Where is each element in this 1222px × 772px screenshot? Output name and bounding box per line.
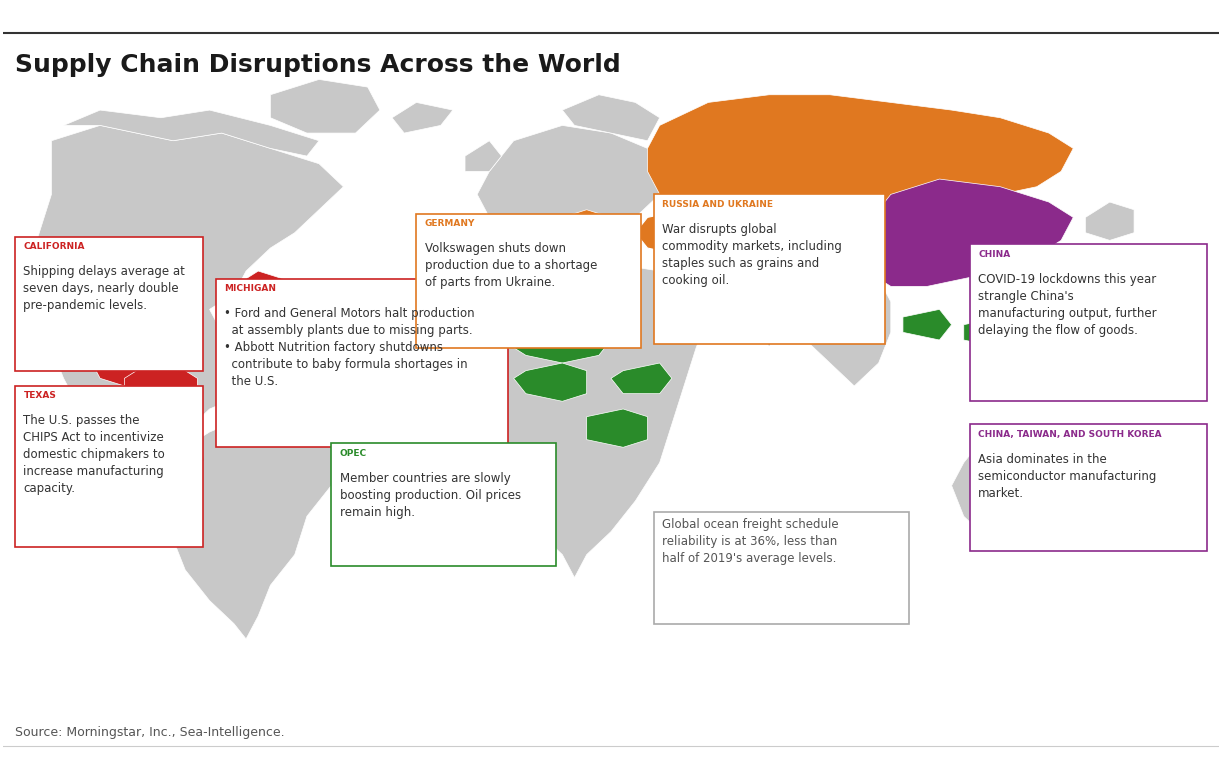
Polygon shape <box>466 256 709 577</box>
Polygon shape <box>1073 279 1110 310</box>
Polygon shape <box>952 432 1122 547</box>
FancyBboxPatch shape <box>331 443 556 566</box>
FancyBboxPatch shape <box>215 279 507 447</box>
Polygon shape <box>1024 317 1085 347</box>
Polygon shape <box>562 95 660 141</box>
Text: Source: Morningstar, Inc., Sea-Intelligence.: Source: Morningstar, Inc., Sea-Intellige… <box>15 726 285 739</box>
Polygon shape <box>233 271 282 302</box>
Polygon shape <box>513 363 587 401</box>
Text: COVID-19 lockdowns this year
strangle China's
manufacturing output, further
dela: COVID-19 lockdowns this year strangle Ch… <box>979 273 1157 337</box>
Text: War disrupts global
commodity markets, including
staples such as grains and
cook: War disrupts global commodity markets, i… <box>662 223 842 286</box>
Polygon shape <box>466 141 501 171</box>
Polygon shape <box>161 409 343 639</box>
Polygon shape <box>964 317 1024 347</box>
Text: GERMANY: GERMANY <box>425 219 475 228</box>
Text: Supply Chain Disruptions Across the World: Supply Chain Disruptions Across the Worl… <box>15 52 621 76</box>
Polygon shape <box>27 125 343 447</box>
FancyBboxPatch shape <box>970 244 1207 401</box>
Text: The U.S. passes the
CHIPS Act to incentivize
domestic chipmakers to
increase man: The U.S. passes the CHIPS Act to incenti… <box>23 415 165 496</box>
Polygon shape <box>501 317 611 363</box>
Text: Volkswagen shuts down
production due to a shortage
of parts from Ukraine.: Volkswagen shuts down production due to … <box>425 242 598 289</box>
Polygon shape <box>125 363 198 417</box>
Polygon shape <box>648 95 1073 232</box>
Text: OPEC: OPEC <box>340 449 367 458</box>
Text: CHINA: CHINA <box>979 249 1011 259</box>
FancyBboxPatch shape <box>970 425 1207 550</box>
Polygon shape <box>611 363 672 394</box>
Text: TEXAS: TEXAS <box>23 391 56 401</box>
FancyBboxPatch shape <box>15 386 204 547</box>
Polygon shape <box>270 80 380 133</box>
Polygon shape <box>1134 486 1171 516</box>
Polygon shape <box>64 110 319 156</box>
Polygon shape <box>635 210 744 256</box>
Polygon shape <box>88 310 161 386</box>
Polygon shape <box>854 179 1073 286</box>
Text: Member countries are slowly
boosting production. Oil prices
remain high.: Member countries are slowly boosting pro… <box>340 472 521 519</box>
FancyBboxPatch shape <box>654 513 909 624</box>
Polygon shape <box>1085 202 1134 240</box>
Polygon shape <box>697 286 781 333</box>
Text: Global ocean freight schedule
reliability is at 36%, less than
half of 2019's av: Global ocean freight schedule reliabilit… <box>662 518 838 565</box>
Polygon shape <box>587 409 648 447</box>
FancyBboxPatch shape <box>654 195 885 344</box>
Text: • Ford and General Motors halt production
  at assembly plants due to missing pa: • Ford and General Motors halt productio… <box>224 307 475 388</box>
Text: MICHIGAN: MICHIGAN <box>224 284 276 293</box>
Text: Asia dominates in the
semiconductor manufacturing
market.: Asia dominates in the semiconductor manu… <box>979 452 1157 499</box>
Polygon shape <box>562 210 611 240</box>
Polygon shape <box>392 103 453 133</box>
FancyBboxPatch shape <box>15 236 204 371</box>
Text: CHINA, TAIWAN, AND SOUTH KOREA: CHINA, TAIWAN, AND SOUTH KOREA <box>979 430 1162 438</box>
Text: Shipping delays average at
seven days, nearly double
pre-pandemic levels.: Shipping delays average at seven days, n… <box>23 265 186 312</box>
Text: RUSSIA AND UKRAINE: RUSSIA AND UKRAINE <box>662 200 774 208</box>
Polygon shape <box>1024 248 1097 302</box>
Polygon shape <box>478 125 672 263</box>
Text: CALIFORNIA: CALIFORNIA <box>23 242 86 251</box>
Polygon shape <box>672 263 805 340</box>
FancyBboxPatch shape <box>417 214 642 347</box>
Polygon shape <box>793 271 891 386</box>
Polygon shape <box>903 310 952 340</box>
